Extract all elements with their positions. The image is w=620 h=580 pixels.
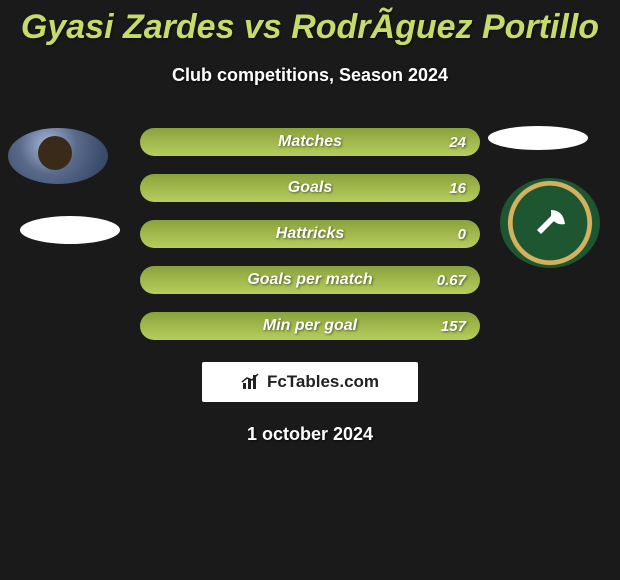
stat-row: Min per goal 157 xyxy=(140,312,480,340)
stat-value-right: 157 xyxy=(441,318,466,335)
player-avatar-left xyxy=(8,128,108,184)
team-logo-right xyxy=(500,178,600,268)
stat-label: Goals xyxy=(288,179,332,197)
stat-row: Matches 24 xyxy=(140,128,480,156)
chart-icon xyxy=(241,373,261,391)
fctables-badge[interactable]: FcTables.com xyxy=(202,362,418,402)
fctables-label: FcTables.com xyxy=(267,372,379,392)
stat-label: Goals per match xyxy=(247,271,372,289)
stat-value-right: 24 xyxy=(449,134,466,151)
placeholder-ellipse-left xyxy=(20,216,120,244)
stat-row: Hattricks 0 xyxy=(140,220,480,248)
date-text: 1 october 2024 xyxy=(0,424,620,445)
subtitle: Club competitions, Season 2024 xyxy=(0,65,620,86)
axe-icon xyxy=(527,200,573,246)
stat-label: Matches xyxy=(278,133,342,151)
stat-row: Goals per match 0.67 xyxy=(140,266,480,294)
stat-value-right: 0.67 xyxy=(437,272,466,289)
stat-value-right: 16 xyxy=(449,180,466,197)
stat-label: Min per goal xyxy=(263,317,357,335)
placeholder-ellipse-right xyxy=(488,126,588,150)
page-title: Gyasi Zardes vs RodrÃ­guez Portillo xyxy=(0,0,620,47)
stat-label: Hattricks xyxy=(276,225,344,243)
stat-row: Goals 16 xyxy=(140,174,480,202)
stat-value-right: 0 xyxy=(458,226,466,243)
